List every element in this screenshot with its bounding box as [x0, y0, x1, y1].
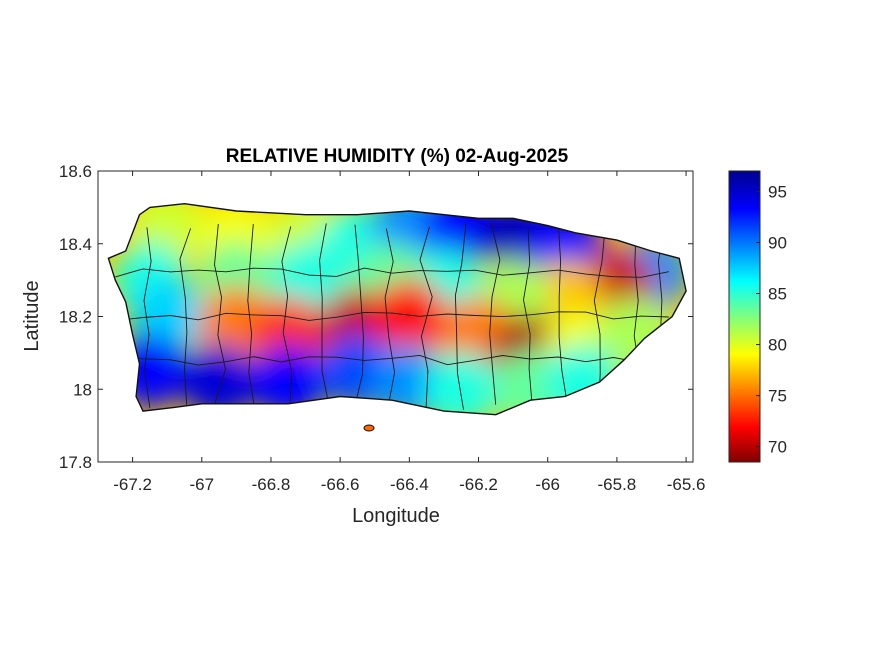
island-outline — [107, 202, 687, 416]
x-tick-label: -66.6 — [321, 475, 360, 494]
boundary-line — [454, 223, 467, 410]
boundary-line — [319, 223, 330, 407]
colorbar-tick-label: 95 — [768, 182, 787, 201]
x-tick-label: -66.2 — [459, 475, 498, 494]
municipality-boundaries — [115, 222, 669, 411]
x-axis-label: Longitude — [352, 505, 440, 527]
y-tick-label: 18.2 — [59, 308, 92, 327]
boundary-line — [213, 223, 226, 408]
colorbar-tick-label: 80 — [768, 336, 787, 355]
x-tick-label: -65.8 — [598, 475, 637, 494]
islet-caja-de-muertos — [363, 424, 375, 432]
colorbar-tick-label: 90 — [768, 233, 787, 252]
boundary-line — [489, 222, 501, 405]
x-tick-label: -65.6 — [667, 475, 706, 494]
y-tick-label: 18.6 — [59, 162, 92, 181]
x-tick-label: -67 — [189, 475, 214, 494]
colorbar-tick-label: 70 — [768, 438, 787, 457]
x-tick-label: -66.4 — [390, 475, 429, 494]
colorbar-tick-label: 75 — [768, 387, 787, 406]
y-tick-label: 18.4 — [59, 235, 92, 254]
boundary-line — [115, 354, 669, 366]
boundary-line — [281, 226, 293, 407]
boundary-line — [247, 223, 255, 407]
y-tick-label: 17.8 — [59, 453, 92, 472]
x-axis: -67.2 -67 -66.8 -66.6 -66.4 -66.2 -66 -65.8 -65.… — [113, 171, 705, 494]
chart-title: RELATIVE HUMIDITY (%) 02-Aug-2025 — [226, 146, 569, 167]
boundary-line — [384, 228, 396, 407]
humidity-field — [108, 203, 687, 415]
boundary-line — [419, 226, 433, 410]
x-tick-label: -66.8 — [252, 475, 291, 494]
x-tick-label: -67.2 — [113, 475, 152, 494]
boundary-line — [557, 226, 569, 409]
boundary-line — [115, 267, 669, 278]
boundary-line — [353, 224, 364, 410]
field-blobs — [111, 203, 687, 415]
y-tick-label: 18 — [73, 380, 92, 399]
boundary-line — [593, 226, 606, 407]
field-sample — [181, 344, 258, 415]
field-sample — [371, 278, 448, 355]
colorbar — [728, 170, 761, 463]
boundary-line — [115, 311, 669, 322]
y-axis-label: Latitude — [21, 280, 43, 351]
field-sample — [423, 351, 500, 415]
boundary-line — [523, 228, 533, 406]
y-axis: 17.8 18 18.2 18.4 18.6 — [59, 162, 693, 472]
boundary-line — [179, 228, 192, 405]
x-tick-label: -66 — [535, 475, 560, 494]
colorbar-tick-label: 85 — [768, 285, 787, 304]
colorbar-ticks: 70 75 80 85 90 95 — [756, 182, 787, 457]
